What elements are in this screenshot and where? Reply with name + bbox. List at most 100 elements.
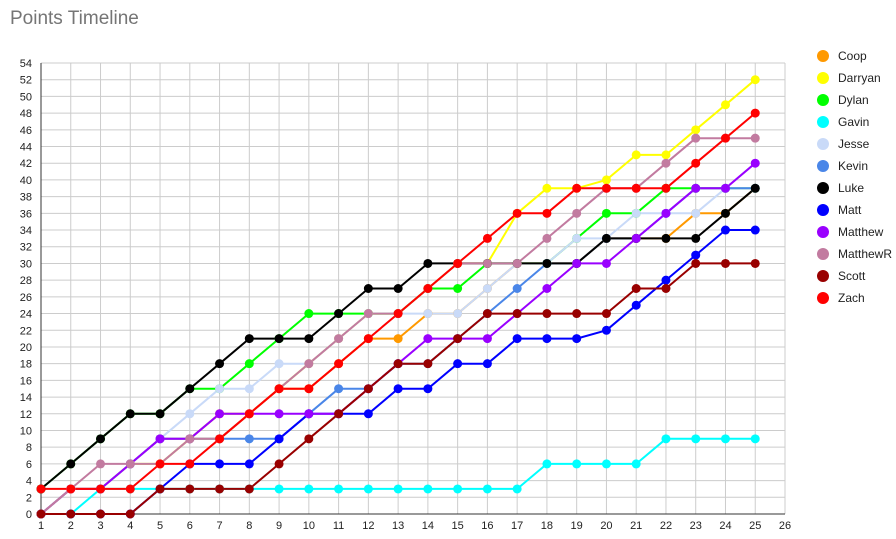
x-tick-label: 21 bbox=[630, 520, 642, 532]
data-point-scott bbox=[96, 509, 106, 519]
legend-label: Matthew bbox=[838, 225, 884, 239]
data-point-jesse bbox=[691, 208, 701, 218]
data-point-scott bbox=[720, 258, 730, 268]
legend-marker bbox=[817, 292, 829, 304]
data-point-luke bbox=[691, 233, 701, 243]
y-tick-label: 20 bbox=[20, 342, 32, 354]
x-tick-label: 14 bbox=[422, 520, 434, 532]
data-point-jesse bbox=[453, 309, 463, 319]
data-point-zach bbox=[750, 108, 760, 118]
data-point-matthew bbox=[720, 183, 730, 193]
legend-marker bbox=[817, 204, 829, 216]
data-point-matt bbox=[363, 409, 373, 419]
data-point-dylan bbox=[304, 309, 314, 319]
x-tick-label: 16 bbox=[481, 520, 493, 532]
data-point-jesse bbox=[215, 384, 225, 394]
data-point-matthewr bbox=[125, 459, 135, 469]
x-tick-label: 18 bbox=[541, 520, 553, 532]
data-point-matthew bbox=[691, 183, 701, 193]
x-tick-label: 8 bbox=[246, 520, 252, 532]
data-point-darryan bbox=[542, 183, 552, 193]
data-point-gavin bbox=[661, 434, 671, 444]
data-point-zach bbox=[601, 183, 611, 193]
data-point-gavin bbox=[601, 459, 611, 469]
data-point-zach bbox=[274, 384, 284, 394]
data-point-gavin bbox=[274, 484, 284, 494]
data-point-matt bbox=[423, 384, 433, 394]
data-point-matthew bbox=[631, 233, 641, 243]
legend-label: Luke bbox=[838, 181, 864, 195]
data-point-zach bbox=[691, 158, 701, 168]
series-points bbox=[36, 75, 760, 519]
data-point-darryan bbox=[750, 75, 760, 85]
data-point-gavin bbox=[750, 434, 760, 444]
data-point-scott bbox=[36, 509, 46, 519]
x-tick-label: 13 bbox=[392, 520, 404, 532]
legend-marker bbox=[817, 226, 829, 238]
data-point-zach bbox=[244, 409, 254, 419]
data-point-zach bbox=[96, 484, 106, 494]
data-point-matt bbox=[631, 300, 641, 310]
data-point-zach bbox=[631, 183, 641, 193]
y-tick-label: 0 bbox=[26, 509, 32, 521]
data-point-scott bbox=[512, 309, 522, 319]
data-point-matt bbox=[274, 434, 284, 444]
x-tick-label: 7 bbox=[216, 520, 222, 532]
data-point-jesse bbox=[631, 208, 641, 218]
data-point-matthew bbox=[482, 334, 492, 344]
data-point-luke bbox=[423, 258, 433, 268]
data-point-gavin bbox=[393, 484, 403, 494]
data-point-kevin bbox=[512, 284, 522, 293]
x-tick-label: 4 bbox=[127, 520, 133, 532]
legend-marker bbox=[817, 160, 829, 172]
y-tick-labels: 0246810121416182022242628303234363840424… bbox=[20, 58, 32, 521]
data-point-zach bbox=[215, 434, 225, 444]
legend-label: Zach bbox=[838, 291, 865, 305]
x-tick-label: 1 bbox=[38, 520, 44, 532]
data-point-matthewr bbox=[750, 133, 760, 143]
data-point-luke bbox=[720, 208, 730, 218]
data-point-kevin bbox=[334, 384, 344, 394]
data-point-dylan bbox=[601, 208, 611, 218]
data-point-matt bbox=[453, 359, 463, 369]
data-point-luke bbox=[66, 459, 76, 469]
y-tick-label: 18 bbox=[20, 359, 32, 371]
data-point-zach bbox=[125, 484, 135, 494]
legend-label: Jesse bbox=[838, 137, 870, 151]
data-point-zach bbox=[36, 484, 46, 494]
data-point-matthew bbox=[601, 258, 611, 268]
data-point-luke bbox=[125, 409, 135, 419]
data-point-matt bbox=[393, 384, 403, 394]
legend-label: Gavin bbox=[838, 115, 869, 129]
data-point-gavin bbox=[453, 484, 463, 494]
data-point-scott bbox=[601, 309, 611, 319]
data-point-luke bbox=[542, 258, 552, 268]
data-point-matthewr bbox=[542, 233, 552, 243]
legend-marker bbox=[817, 248, 829, 260]
x-tick-labels: 1 2 3 4 5 6 7 8 9 10 11 12 13 14 15 16 17 18 19 20 21 22 23 24 2… bbox=[38, 520, 791, 532]
data-point-scott bbox=[691, 258, 701, 268]
chart-title: Points Timeline bbox=[10, 8, 139, 29]
data-point-matthewr bbox=[304, 359, 314, 369]
data-point-scott bbox=[185, 484, 195, 494]
data-point-luke bbox=[601, 233, 611, 243]
data-point-gavin bbox=[572, 459, 582, 469]
data-point-scott bbox=[155, 484, 165, 494]
data-point-gavin bbox=[423, 484, 433, 494]
data-point-jesse bbox=[423, 309, 433, 319]
data-point-gavin bbox=[363, 484, 373, 494]
y-tick-label: 26 bbox=[20, 292, 32, 304]
data-point-dylan bbox=[453, 284, 463, 293]
y-tick-label: 46 bbox=[20, 125, 32, 137]
data-point-matthew bbox=[304, 409, 314, 419]
legend-marker bbox=[817, 116, 829, 128]
x-tick-label: 20 bbox=[600, 520, 612, 532]
data-point-jesse bbox=[185, 409, 195, 419]
data-point-zach bbox=[304, 384, 314, 394]
x-tick-label: 25 bbox=[749, 520, 761, 532]
data-point-gavin bbox=[691, 434, 701, 444]
y-tick-label: 32 bbox=[20, 242, 32, 254]
data-point-matthewr bbox=[661, 158, 671, 168]
x-tick-label: 19 bbox=[571, 520, 583, 532]
data-point-zach bbox=[363, 334, 373, 344]
